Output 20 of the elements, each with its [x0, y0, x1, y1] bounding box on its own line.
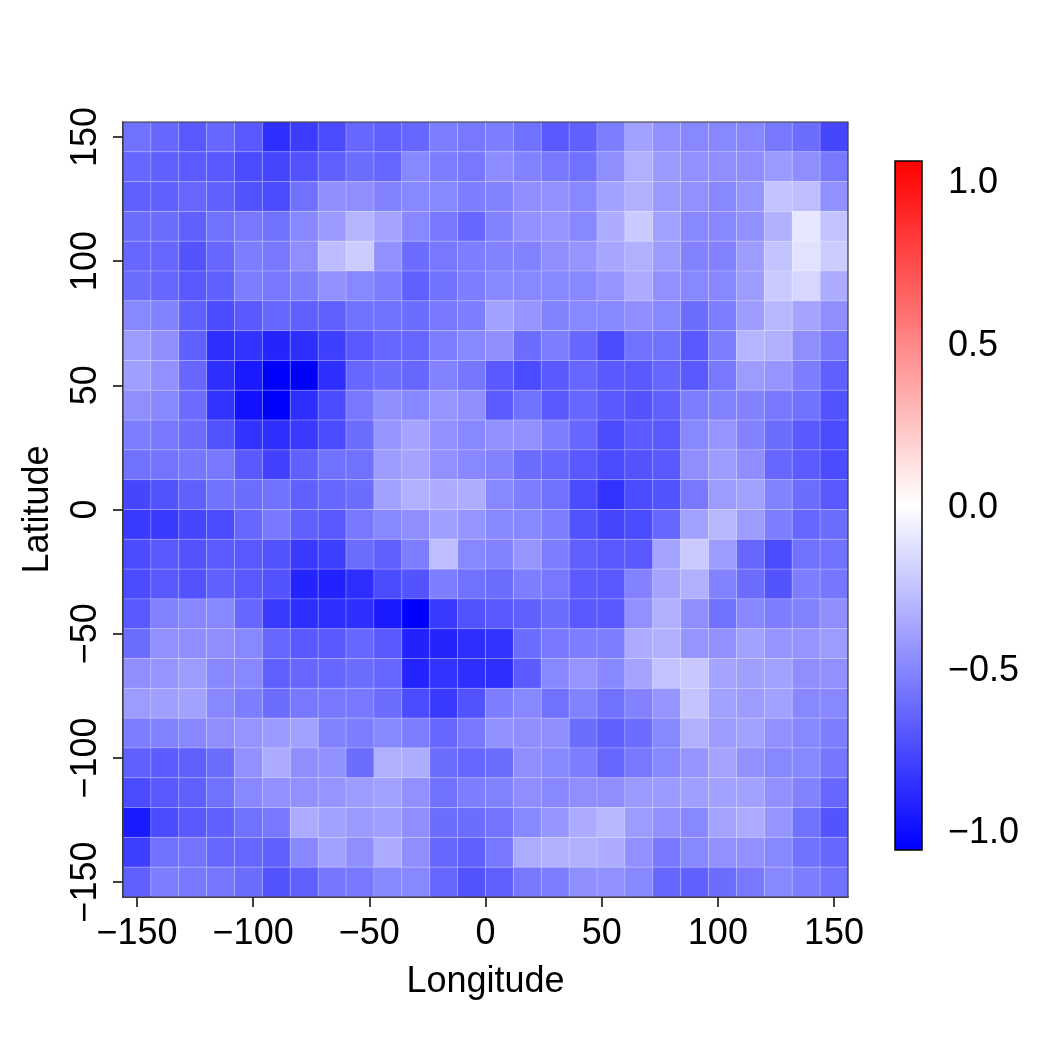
y-tick-label: −100: [62, 717, 104, 799]
color-bar-label: −0.5: [948, 647, 1020, 689]
y-tick-label: 100: [62, 231, 104, 292]
y-axis-title: Latitude: [14, 445, 56, 574]
color-bar-label: 0.0: [948, 485, 999, 526]
x-tick-label: −100: [212, 910, 294, 952]
color-bar-label: 1.0: [948, 160, 999, 201]
color-bar-label: −1.0: [948, 810, 1020, 851]
x-tick-label: 150: [804, 910, 865, 952]
x-tick-label: 50: [581, 910, 622, 952]
x-tick-label: −150: [96, 910, 178, 952]
x-axis-title: Longitude: [406, 958, 565, 1000]
color-bar-label: 0.5: [948, 322, 999, 364]
y-tick-label: −50: [62, 603, 104, 665]
x-tick-label: −50: [338, 910, 400, 952]
y-tick-label: 50: [62, 365, 104, 406]
y-tick-label: 0: [62, 499, 104, 520]
x-tick-label: 100: [687, 910, 748, 952]
x-tick-label: 0: [475, 910, 496, 952]
y-tick-label: 150: [62, 106, 104, 167]
